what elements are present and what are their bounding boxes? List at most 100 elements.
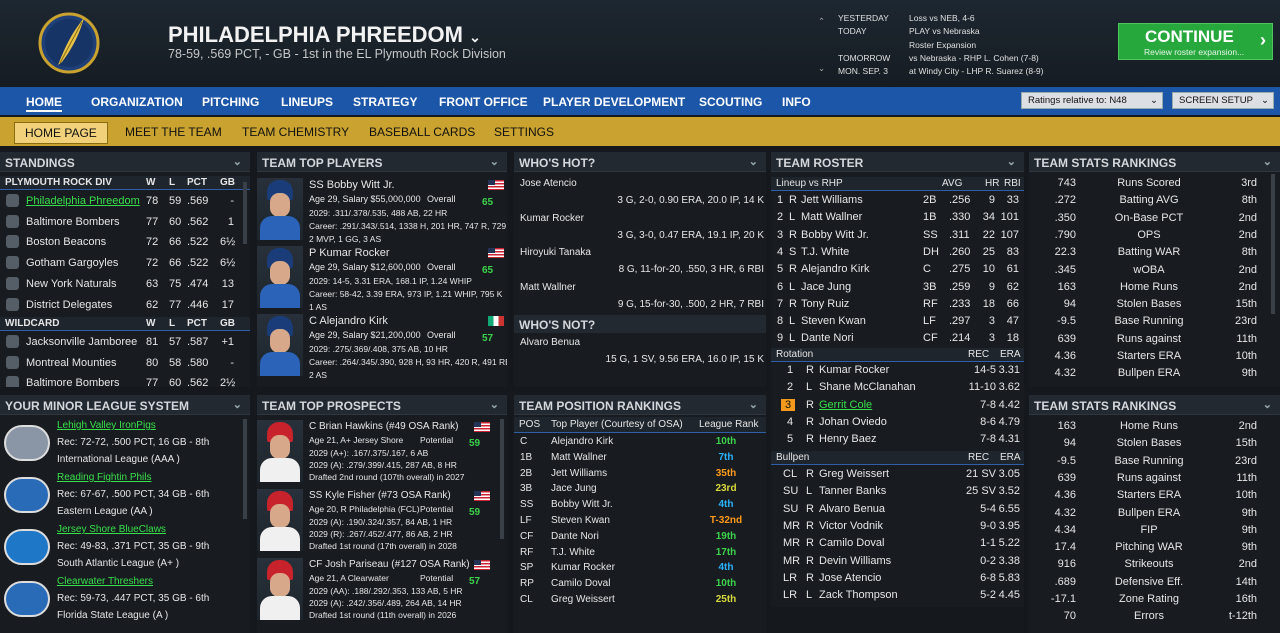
table-row[interactable]: 4 R Johan Oviedo 8-6 4.79 (771, 415, 1024, 431)
chevron-down-icon[interactable]: ⌄ (1262, 399, 1272, 411)
player-name[interactable]: Zack Thompson (819, 589, 898, 602)
team-name[interactable]: Baltimore Bombers (26, 377, 120, 387)
table-row[interactable]: New York Naturals 63 75 .474 13 (0, 274, 240, 294)
minor-team[interactable]: Lehigh Valley IronPigs Rec: 72-72, .500 P… (0, 419, 240, 469)
nav-lineups[interactable]: LINEUPS (281, 95, 334, 109)
nav-home[interactable]: HOME (26, 95, 62, 112)
player-card[interactable]: SS Bobby Witt Jr. Age 29, Salary $55,000,… (257, 178, 507, 244)
prospect-card[interactable]: CF Josh Pariseau (#127 OSA Rank) Age 21, … (257, 558, 502, 624)
table-row[interactable]: 2 L Shane McClanahan 11-10 3.62 (771, 380, 1024, 396)
team-name[interactable]: Boston Beacons (26, 236, 107, 249)
prospect-card[interactable]: C Brian Hawkins (#49 OSA Rank) Age 21, A+… (257, 420, 502, 486)
table-row[interactable]: SU R Alvaro Benua 5-4 6.55 (771, 502, 1024, 518)
player-card[interactable]: P Kumar Rocker Age 29, Salary $12,600,000… (257, 246, 507, 312)
schedule-up-icon[interactable]: ⌃ (818, 16, 826, 26)
table-row[interactable]: 7 R Tony Ruiz RF .233 18 66 (771, 297, 1024, 313)
player-name[interactable]: T.J. White (801, 245, 850, 258)
chevron-down-icon[interactable]: ⌄ (232, 399, 242, 411)
team-name[interactable]: PHILADELPHIA PHREEDOM ⌄ (168, 22, 481, 47)
player-name[interactable]: Bobby Witt Jr. (801, 228, 869, 241)
player-name[interactable]: Jose Atencio (819, 571, 882, 584)
prospect-name[interactable]: CF Josh Pariseau (#127 OSA Rank) (309, 559, 470, 570)
table-row[interactable]: District Delegates 62 77 .446 17 (0, 295, 240, 315)
player-name[interactable]: C Alejandro Kirk (309, 315, 388, 327)
table-row[interactable]: MR R Devin Williams 0-2 3.38 (771, 554, 1024, 570)
table-row[interactable]: 3B Jace Jung 23rd (514, 482, 764, 497)
subnav-baseball-cards[interactable]: BASEBALL CARDS (369, 125, 476, 139)
table-row[interactable]: 6 L Jace Jung 3B .259 9 62 (771, 280, 1024, 296)
player-name[interactable]: SS Bobby Witt Jr. (309, 179, 395, 191)
team-name[interactable]: New York Naturals (26, 277, 117, 290)
screen-setup-dropdown[interactable]: SCREEN SETUP ⌄ (1172, 92, 1274, 109)
player-name[interactable]: Steven Kwan (801, 315, 866, 328)
team-name[interactable]: Baltimore Bombers (26, 215, 120, 228)
table-row[interactable]: MR R Camilo Doval 1-1 5.22 (771, 536, 1024, 552)
player-name[interactable]: Shane McClanahan (819, 381, 916, 394)
table-row[interactable]: SS Bobby Witt Jr. 4th (514, 498, 764, 513)
top-player[interactable]: Kumar Rocker (551, 562, 615, 574)
nav-player-development[interactable]: PLAYER DEVELOPMENT (543, 95, 686, 109)
subnav-settings[interactable]: SETTINGS (494, 125, 555, 139)
table-row[interactable]: 8 L Steven Kwan LF .297 3 47 (771, 314, 1024, 330)
chevron-down-icon[interactable]: ⌄ (232, 156, 242, 168)
table-row[interactable]: 2 L Matt Wallner 1B .330 34 101 (771, 210, 1024, 226)
top-player[interactable]: Matt Wallner (551, 451, 607, 463)
table-row[interactable]: Boston Beacons 72 66 .522 6½ (0, 232, 240, 252)
team-name[interactable]: Philadelphia Phreedom (26, 195, 140, 207)
nav-organization[interactable]: ORGANIZATION (91, 95, 183, 109)
team-name[interactable]: Gotham Gargoyles (26, 257, 119, 270)
prospect-name[interactable]: SS Kyle Fisher (#73 OSA Rank) (309, 490, 451, 501)
not-player-name[interactable]: Alvaro Benua (520, 337, 581, 348)
table-row[interactable]: SP Kumar Rocker 4th (514, 561, 764, 576)
table-row[interactable]: 9 L Dante Nori CF .214 3 18 (771, 331, 1024, 347)
hot-player-name[interactable]: Matt Wallner (520, 281, 576, 293)
table-row[interactable]: 1 R Jett Williams 2B .256 9 33 (771, 193, 1024, 209)
chevron-down-icon[interactable]: ⌄ (1006, 156, 1016, 168)
top-player[interactable]: Steven Kwan (551, 515, 610, 526)
table-row[interactable]: MR R Victor Vodnik 9-0 3.95 (771, 519, 1024, 535)
minor-team-name[interactable]: Jersey Shore BlueClaws (57, 524, 166, 535)
prospect-card[interactable]: SS Kyle Fisher (#73 OSA Rank) Age 20, R P… (257, 489, 502, 555)
hot-player-name[interactable]: Hiroyuki Tanaka (520, 247, 591, 258)
nav-front-office[interactable]: FRONT OFFICE (439, 95, 528, 109)
player-name[interactable]: Matt Wallner (801, 211, 863, 224)
table-row[interactable]: SU L Tanner Banks 25 SV 3.52 (771, 484, 1024, 500)
team-name[interactable]: Jacksonville Jamboree (26, 336, 138, 348)
minor-team-name[interactable]: Clearwater Threshers (57, 576, 153, 587)
hot-player-name[interactable]: Jose Atencio (520, 178, 577, 189)
table-row[interactable]: Baltimore Bombers 77 60 .562 2½ (0, 373, 240, 387)
player-name[interactable]: Henry Baez (819, 433, 877, 446)
player-name[interactable]: Camilo Doval (819, 537, 885, 550)
top-player[interactable]: Greg Weissert (551, 594, 615, 605)
team-name[interactable]: District Delegates (26, 298, 113, 311)
table-row[interactable]: 3 R Bobby Witt Jr. SS .311 22 107 (771, 228, 1024, 244)
player-name[interactable]: P Kumar Rocker (309, 247, 390, 259)
top-player[interactable]: Jace Jung (551, 483, 597, 495)
table-row[interactable]: LR R Jose Atencio 6-8 5.83 (771, 571, 1024, 587)
table-row[interactable]: RP Camilo Doval 10th (514, 577, 764, 592)
top-player[interactable]: Camilo Doval (551, 578, 611, 590)
table-row[interactable]: LF Steven Kwan T-32nd (514, 514, 764, 529)
table-row[interactable]: Jacksonville Jamboree 81 57 .587 +1 (0, 332, 240, 352)
table-row[interactable]: 2B Jett Williams 35th (514, 467, 764, 482)
table-row[interactable]: 5 R Alejandro Kirk C .275 10 61 (771, 262, 1024, 278)
top-player[interactable]: Bobby Witt Jr. (551, 499, 613, 511)
nav-info[interactable]: INFO (782, 95, 811, 109)
nav-scouting[interactable]: SCOUTING (699, 95, 763, 109)
table-row[interactable]: C Alejandro Kirk 10th (514, 435, 764, 450)
table-row[interactable]: CL Greg Weissert 25th (514, 593, 764, 608)
table-row[interactable]: Gotham Gargoyles 72 66 .522 6½ (0, 253, 240, 273)
player-card[interactable]: C Alejandro Kirk Age 29, Salary $21,200,0… (257, 314, 507, 380)
player-name[interactable]: Gerrit Cole (819, 398, 873, 411)
subnav-team-chemistry[interactable]: TEAM CHEMISTRY (242, 125, 350, 139)
player-name[interactable]: Kumar Rocker (819, 364, 890, 376)
table-row[interactable]: 4 S T.J. White DH .260 25 83 (771, 245, 1024, 261)
top-player[interactable]: Alejandro Kirk (551, 436, 614, 447)
minor-team[interactable]: Jersey Shore BlueClaws Rec: 49-83, .371 P… (0, 523, 240, 573)
player-name[interactable]: Victor Vodnik (819, 519, 884, 532)
table-row[interactable]: 3 R Gerrit Cole 7-8 4.42 (771, 398, 1024, 414)
continue-button[interactable]: CONTINUE Review roster expansion... › (1118, 23, 1273, 60)
nav-pitching[interactable]: PITCHING (202, 95, 260, 109)
table-row[interactable]: Montreal Mounties 80 58 .580 - (0, 353, 240, 373)
subnav-home-page[interactable]: HOME PAGE (14, 122, 108, 144)
